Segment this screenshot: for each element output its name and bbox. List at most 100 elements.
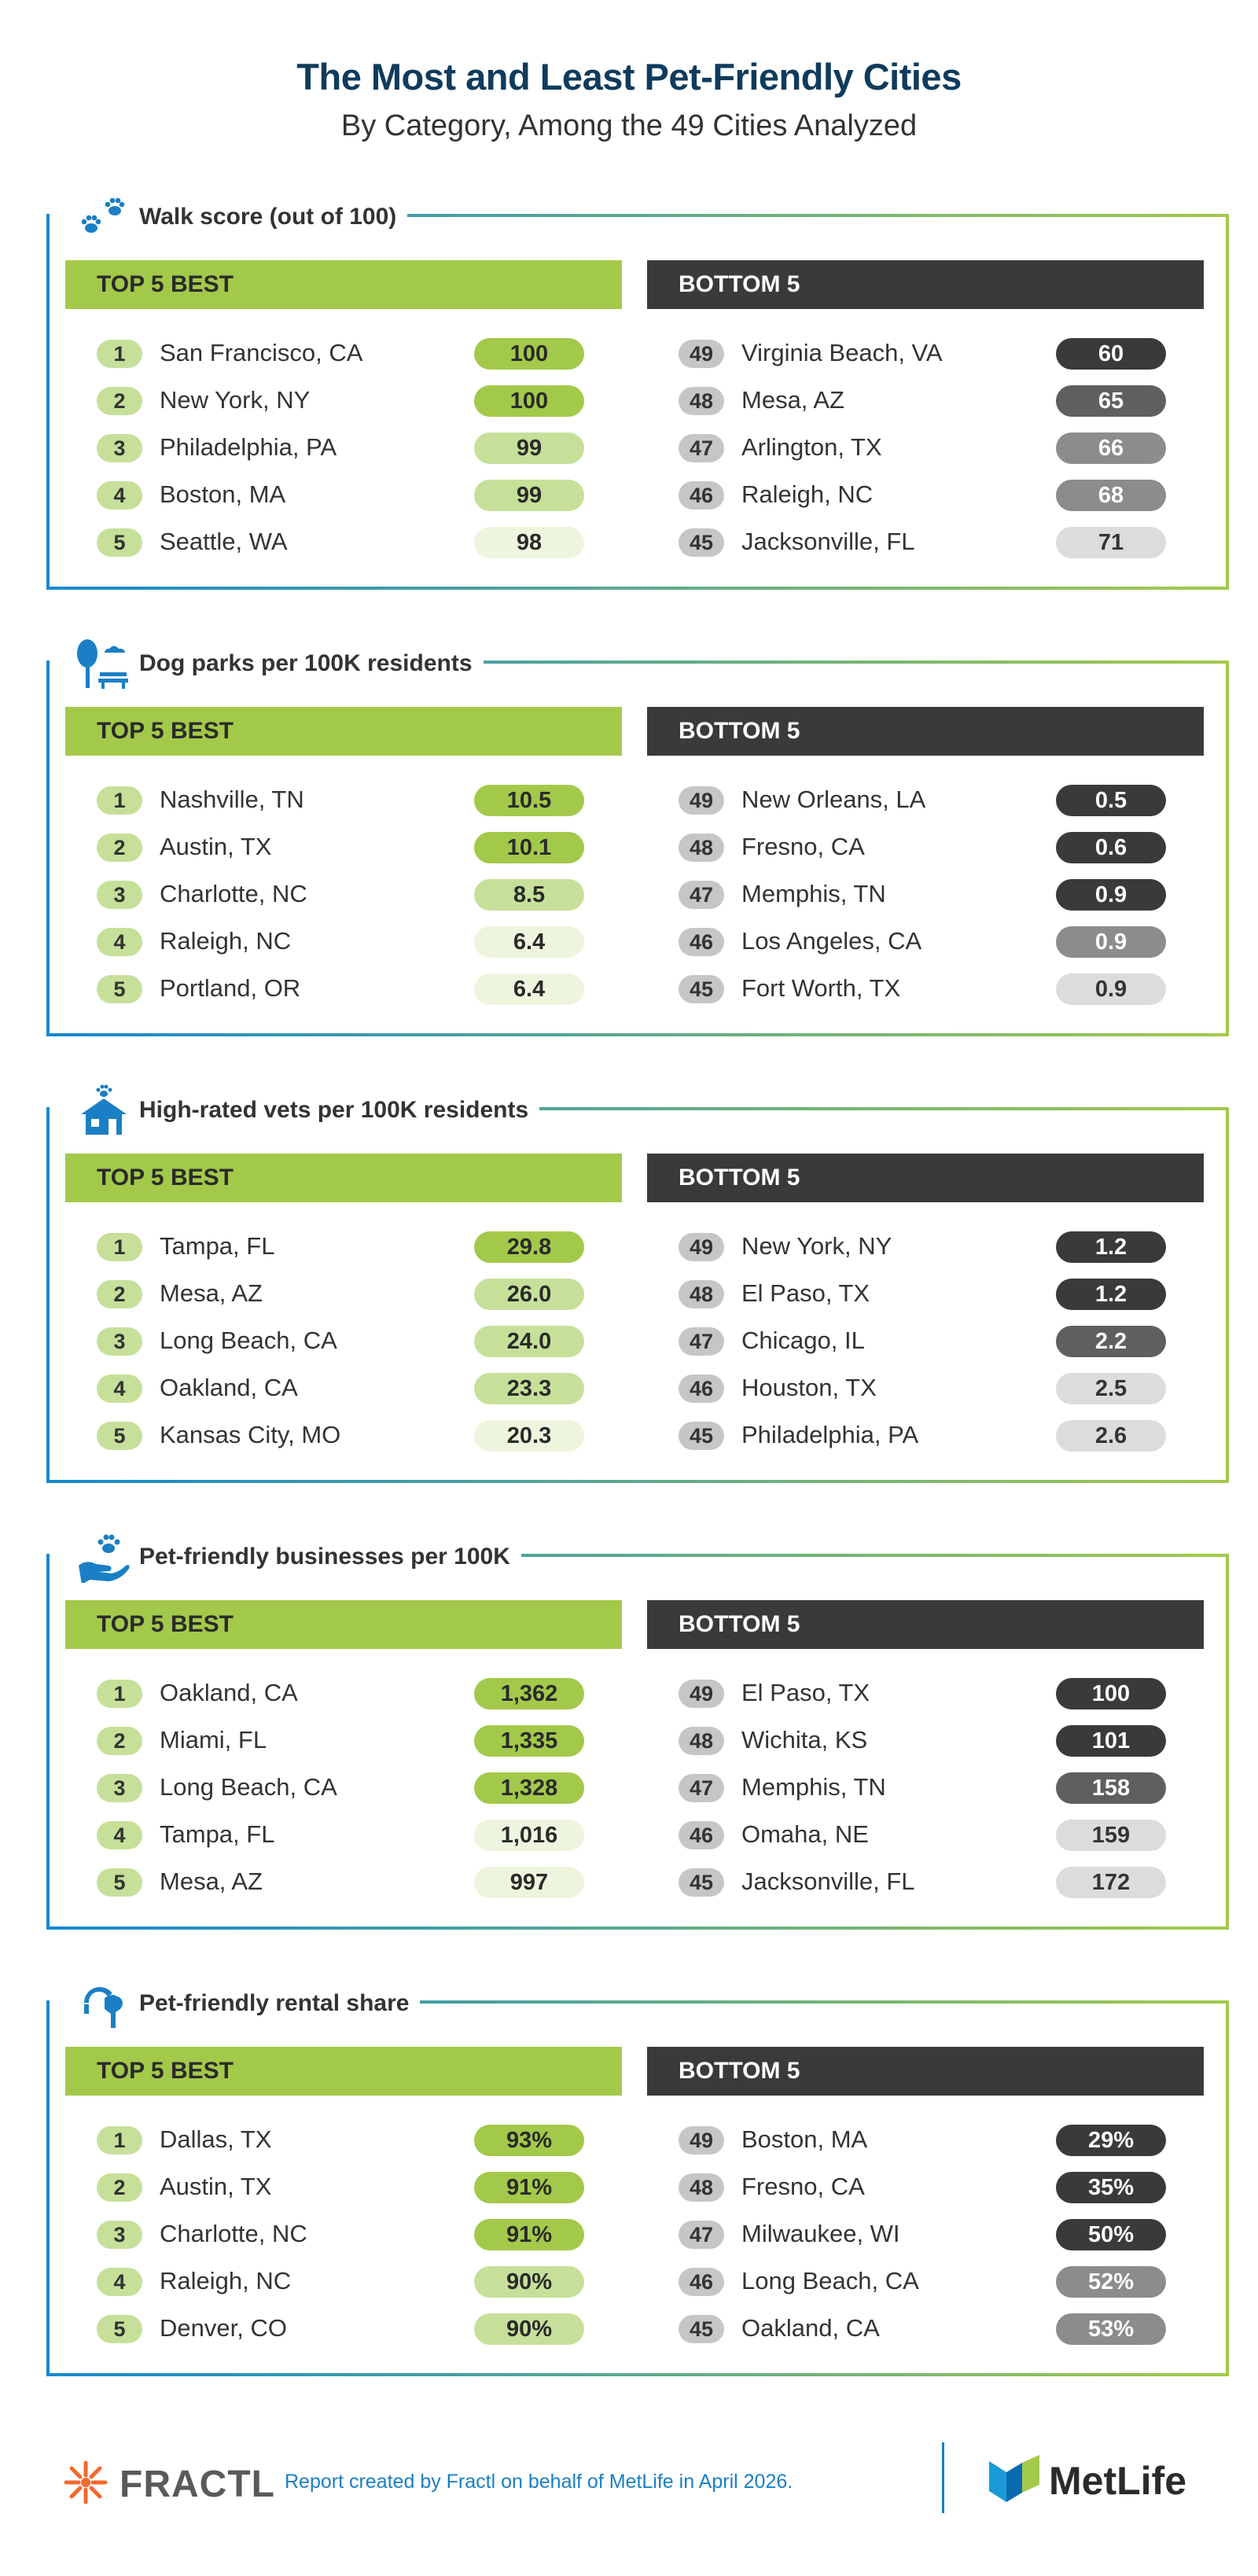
value-pill: 100	[474, 338, 584, 370]
section-title: Walk score (out of 100)	[50, 197, 408, 236]
page-title: The Most and Least Pet-Friendly Cities	[296, 56, 962, 98]
fractl-name: FRACTL	[120, 2464, 275, 2505]
city-name: Fresno, CA	[741, 833, 865, 860]
ranking-row: 5 Denver, CO 90%	[65, 2305, 622, 2352]
value-pill: 10.1	[474, 832, 584, 863]
value-pill: 24.0	[474, 1326, 584, 1357]
ranking-list: 1 Tampa, FL 29.8 2 Mesa, AZ 26.0 3 Long Beach, …	[65, 1223, 622, 1459]
value-pill: 1,328	[474, 1772, 584, 1804]
park-tree-bench-icon	[75, 638, 133, 690]
rank-badge: 4	[97, 2268, 142, 2296]
bottom-5-panel: BOTTOM 5 49 Boston, MA 29% 48 Fresno, CA 35% 47…	[647, 2047, 1204, 2352]
ranking-row: 47 Arlington, TX 66	[647, 424, 1204, 471]
value-pill: 91%	[474, 2172, 584, 2203]
rank-badge: 2	[97, 1727, 142, 1755]
rank-badge: 46	[679, 1821, 724, 1849]
city-name: Jacksonville, FL	[741, 1868, 915, 1895]
ranking-list: 49 Virginia Beach, VA 60 48 Mesa, AZ 65 47 Arli…	[647, 329, 1204, 565]
paw-prints-icon	[75, 191, 133, 243]
value-pill: 0.9	[1056, 879, 1166, 911]
city-name: El Paso, TX	[741, 1679, 870, 1706]
rank-badge: 3	[97, 1327, 142, 1356]
value-pill: 66	[1056, 432, 1166, 464]
city-name: Seattle, WA	[160, 528, 288, 555]
ranking-row: 3 Long Beach, CA 24.0	[65, 1317, 622, 1364]
rank-badge: 49	[679, 340, 724, 368]
bottom-5-header: BOTTOM 5	[647, 260, 1204, 309]
value-pill: 90%	[474, 2313, 584, 2345]
rank-badge: 5	[97, 528, 142, 557]
value-pill: 93%	[474, 2125, 584, 2156]
city-name: Arlington, TX	[741, 433, 882, 461]
rank-badge: 1	[97, 340, 142, 368]
rank-badge: 45	[679, 975, 724, 1003]
rank-badge: 5	[97, 1868, 142, 1897]
ranking-row: 3 Long Beach, CA 1,328	[65, 1764, 622, 1811]
rank-badge: 47	[679, 1327, 724, 1356]
city-name: Memphis, TN	[741, 880, 886, 907]
city-name: New Orleans, LA	[741, 786, 926, 813]
rank-badge: 3	[97, 434, 142, 462]
city-name: Raleigh, NC	[160, 927, 292, 955]
city-name: Dallas, TX	[160, 2125, 272, 2153]
city-name: Kansas City, MO	[160, 1421, 341, 1448]
ranking-row: 49 New York, NY 1.2	[647, 1223, 1204, 1270]
top-5-best-panel: TOP 5 BEST 1 Nashville, TN 10.5 2 Austin, TX 1…	[65, 707, 622, 1012]
section-3: Pet-friendly businesses per 100K TOP 5 BE…	[46, 1534, 1229, 1930]
ranking-row: 45 Fort Worth, TX 0.9	[647, 965, 1204, 1012]
ranking-list: 49 Boston, MA 29% 48 Fresno, CA 35% 47 Milwauke…	[647, 2116, 1204, 2352]
ranking-row: 2 Miami, FL 1,335	[65, 1717, 622, 1764]
ranking-row: 4 Tampa, FL 1,016	[65, 1811, 622, 1858]
value-pill: 0.6	[1056, 832, 1166, 863]
rank-badge: 48	[679, 834, 724, 862]
value-pill: 172	[1056, 1867, 1166, 1898]
rank-badge: 5	[97, 1422, 142, 1450]
ranking-row: 47 Chicago, IL 2.2	[647, 1317, 1204, 1364]
value-pill: 1.2	[1056, 1231, 1166, 1263]
value-pill: 100	[1056, 1678, 1166, 1709]
section-title-text: Walk score (out of 100)	[139, 204, 397, 230]
city-name: Omaha, NE	[741, 1820, 869, 1848]
ranking-row: 47 Memphis, TN 0.9	[647, 870, 1204, 918]
ranking-row: 2 Austin, TX 10.1	[65, 823, 622, 870]
ranking-list: 1 San Francisco, CA 100 2 New York, NY 100 3 Ph…	[65, 329, 622, 565]
city-name: Houston, TX	[741, 1374, 877, 1401]
ranking-row: 47 Milwaukee, WI 50%	[647, 2210, 1204, 2258]
value-pill: 91%	[474, 2219, 584, 2250]
fractl-logo[interactable]: FRACTL	[63, 2460, 275, 2509]
ranking-row: 2 New York, NY 100	[65, 377, 622, 424]
ranking-row: 45 Jacksonville, FL 172	[647, 1858, 1204, 1905]
top-5-best-panel: TOP 5 BEST 1 Dallas, TX 93% 2 Austin, TX 91% 3 C…	[65, 2047, 622, 2352]
value-pill: 23.3	[474, 1373, 584, 1404]
city-name: Milwaukee, WI	[741, 2220, 900, 2247]
value-pill: 68	[1056, 480, 1166, 511]
value-pill: 99	[474, 480, 584, 511]
value-pill: 1,016	[474, 1820, 584, 1851]
ranking-list: 49 New Orleans, LA 0.5 48 Fresno, CA 0.6 47 Mem…	[647, 776, 1204, 1012]
value-pill: 158	[1056, 1772, 1166, 1804]
rank-badge: 4	[97, 1821, 142, 1849]
city-name: Philadelphia, PA	[160, 433, 337, 461]
top-5-best-header: TOP 5 BEST	[65, 260, 622, 309]
ranking-row: 46 Omaha, NE 159	[647, 1811, 1204, 1858]
rank-badge: 1	[97, 2126, 142, 2155]
bottom-5-panel: BOTTOM 5 49 New York, NY 1.2 48 El Paso, TX 1.…	[647, 1154, 1204, 1459]
value-pill: 35%	[1056, 2172, 1166, 2203]
section-1: Dog parks per 100K residents TOP 5 BEST 1 N…	[46, 639, 1229, 1036]
ranking-row: 46 Raleigh, NC 68	[647, 471, 1204, 518]
rank-badge: 49	[679, 786, 724, 815]
value-pill: 90%	[474, 2266, 584, 2298]
ranking-row: 4 Raleigh, NC 90%	[65, 2258, 622, 2305]
bottom-5-panel: BOTTOM 5 49 New Orleans, LA 0.5 48 Fresno, CA…	[647, 707, 1204, 1012]
rank-badge: 46	[679, 481, 724, 510]
city-name: Tampa, FL	[160, 1232, 275, 1260]
ranking-row: 4 Raleigh, NC 6.4	[65, 918, 622, 965]
metlife-logo[interactable]: MetLife	[989, 2455, 1186, 2506]
value-pill: 29%	[1056, 2125, 1166, 2156]
ranking-row: 3 Charlotte, NC 91%	[65, 2210, 622, 2258]
value-pill: 159	[1056, 1820, 1166, 1851]
fractl-sunburst-icon	[63, 2460, 109, 2509]
ranking-row: 1 San Francisco, CA 100	[65, 329, 622, 377]
section-4: Pet-friendly rental share TOP 5 BEST 1 Dall…	[46, 1985, 1229, 2376]
ranking-row: 45 Oakland, CA 53%	[647, 2305, 1204, 2352]
